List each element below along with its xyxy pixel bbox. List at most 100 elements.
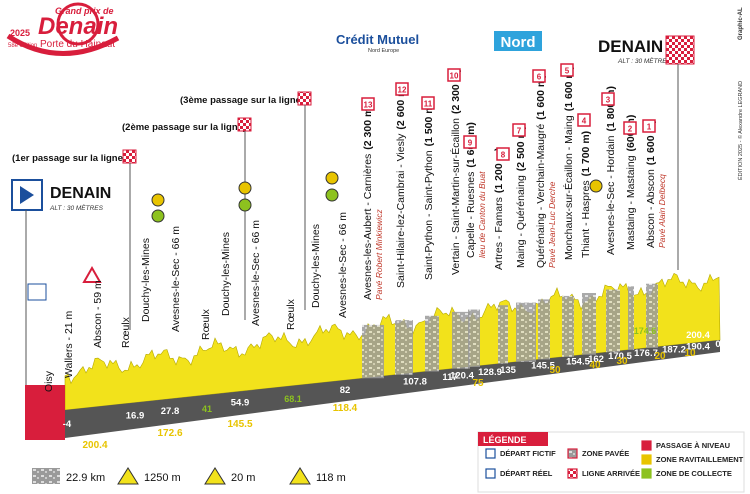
place-label: Douchy-les-Mines (220, 232, 232, 316)
sector-number: 8 (501, 151, 506, 160)
place-name: Thiant - Haspres (580, 180, 592, 258)
sector-length: (1 600 m) (535, 74, 547, 120)
finish-name: DENAIN (598, 37, 663, 56)
place-name: Oisy (43, 370, 55, 392)
credit: ÉDITION 2025 - © Alexandre LEGRAND (737, 81, 744, 180)
sector-badge (463, 135, 477, 149)
cobble-zone (498, 305, 508, 364)
stat-value: 1250 m (144, 472, 181, 484)
place-label: Avesnes-les-Aubert - Carnières (2 300 m) (362, 104, 374, 300)
profile (64, 272, 721, 411)
km-feed: 41 (202, 404, 212, 414)
sector-number: 12 (398, 86, 407, 95)
legend-icon (485, 468, 496, 479)
place-label: Mastaing - Mastaing(600 m) (625, 115, 637, 250)
place-name: Saint-Python - Saint-Python (423, 150, 435, 280)
place-name: Capelle - Ruesnes (465, 172, 477, 258)
start-alt: ALT : 30 MÈTRES (49, 203, 104, 212)
place-name: Rœulx (285, 298, 297, 330)
sector-number: 1 (647, 123, 652, 132)
km-to-go: 20 (654, 351, 666, 362)
km-to-go: 10 (684, 348, 696, 359)
finish-flag (665, 35, 695, 65)
sponsor-region: Nord (501, 34, 536, 51)
passage-label: (2ème passage sur la ligne) (122, 122, 246, 133)
place-name: Quérénaing - Verchain-Maugré (535, 124, 547, 268)
sector-badge (642, 119, 656, 133)
km-done: 154.5 (566, 356, 590, 367)
sector-badge (395, 82, 409, 96)
cobble-zone (362, 324, 384, 379)
legend-icon (567, 448, 578, 459)
cobble-zone (582, 293, 596, 355)
place-name: Douchy-les-Mines (310, 224, 322, 308)
legend-item: PASSAGE À NIVEAU (656, 441, 730, 450)
place-label: Artres - Famars(1 200 m) (493, 148, 505, 270)
place-name: Abscon - Abscon (645, 169, 657, 248)
place-name: Abscon - 59 m (92, 280, 104, 348)
sector-length: (1 500 m) (423, 101, 435, 147)
stat-icon (204, 467, 226, 485)
cobble-zone (425, 315, 439, 372)
place-label: Thiant - Haspres (1 700 m) (580, 131, 592, 258)
km-to-go: 145.5 (227, 419, 252, 430)
place-label: Rœulx (285, 298, 297, 330)
stat-icon (289, 467, 311, 485)
place-label: Douchy-les-Mines (140, 238, 152, 322)
km-to-go: 118.4 (333, 403, 358, 414)
km-done: 170.5 (608, 351, 632, 362)
sector-badge (421, 96, 435, 110)
place-name: Wallers - 21 m (63, 310, 75, 378)
place-label: Saint-Python - Saint-Python (1 500 m) (423, 101, 435, 280)
km-done: 16.9 (126, 410, 145, 421)
place-name: Vertain - Saint-Martin-sur-Écaillon (449, 118, 462, 275)
km-to-go: 50 (549, 365, 561, 376)
sector-length: (1 700 m) (580, 131, 592, 177)
cobble-zone (516, 302, 536, 362)
place-name: Artres - Famars (493, 197, 505, 270)
place-label: Avesnes-le-Sec - Hordain(1 800 m) (605, 86, 617, 255)
stat-value: 118 m (316, 472, 346, 484)
sponsor-bank-sub: Nord Europe (368, 48, 399, 54)
km-done: 176.7 (634, 348, 658, 359)
legend: LÉGENDE (477, 431, 745, 493)
stat-value: 20 m (231, 472, 255, 484)
km-done: 82 (340, 385, 351, 396)
legend-icon (641, 454, 652, 465)
km-done: 187.2 (662, 345, 686, 356)
legend-icon (485, 448, 496, 459)
sector-badge (496, 147, 510, 161)
place-label: Avesnes-le-Sec - 66 m (250, 220, 262, 326)
place-label: Oisy (43, 370, 55, 392)
legend-item: ZONE DE COLLECTE (656, 469, 732, 478)
start-block (25, 385, 65, 440)
km-to-go: 200.4 (82, 440, 107, 451)
place-label: Wallers - 21 m (63, 310, 75, 378)
logo-year: 2025 (10, 28, 30, 38)
logo: 2025 Grand prix de Denain Porte du Haina… (6, 2, 120, 56)
cobble-zone (468, 309, 480, 367)
sector-number: 7 (517, 127, 522, 136)
sector-number: 6 (537, 73, 542, 82)
place-name: Rœulx (200, 308, 212, 340)
place-label: Quérénaing - Verchain-Maugré (1 600 m) (535, 74, 547, 268)
profile-base (65, 340, 720, 438)
legend-item: ZONE PAVÉE (582, 449, 629, 458)
place-name: Mastaing - Mastaing (625, 155, 637, 250)
legend-icon (641, 468, 652, 479)
km-done: 0 (715, 339, 720, 350)
finish-alt: ALT : 30 MÈTRES (617, 56, 672, 65)
km-done: 27.8 (161, 406, 180, 417)
legend-icon (641, 440, 652, 451)
passage-label: (1er passage sur la ligne) (12, 153, 126, 164)
start-name: DENAIN (50, 185, 111, 202)
place-label: Monchaux-sur-Écaillon - Maing (1 600 m) (562, 66, 575, 260)
place-name: Avesnes-les-Aubert - Carnières (362, 154, 374, 300)
km-done: 107.8 (403, 376, 427, 387)
place-label: Saint-Hilaire-lez-Cambrai - Viesly(2 600… (395, 84, 407, 288)
logo-name: Denain (38, 13, 118, 40)
cobble-zone (606, 289, 620, 353)
collect-icon (27, 283, 47, 301)
place-name: Douchy-les-Mines (140, 238, 152, 322)
sector-badge (361, 97, 375, 111)
